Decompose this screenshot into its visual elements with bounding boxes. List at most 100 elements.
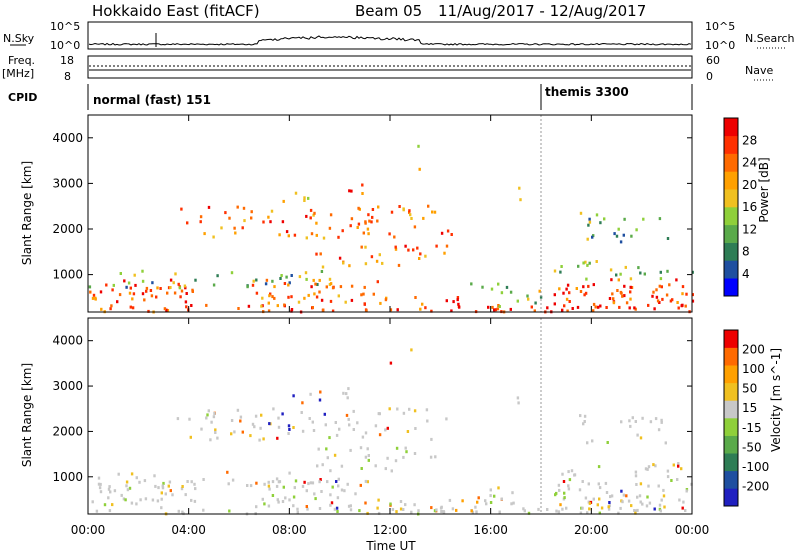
velocity-cell [605, 491, 609, 494]
power-cell [457, 302, 460, 306]
power-cell [357, 206, 360, 210]
x-tick-label: 08:00 [272, 523, 307, 537]
power-cell [685, 292, 688, 296]
power-cell [174, 272, 177, 276]
power-cell [145, 289, 148, 293]
velocity-cell [377, 498, 380, 502]
power-cell [283, 282, 287, 285]
power-cell [315, 233, 318, 237]
velocity-cell [555, 491, 558, 495]
velocity-cell [559, 503, 562, 507]
velocity-cell [342, 391, 345, 395]
velocity-cell [563, 496, 566, 500]
power-cell [546, 306, 549, 310]
power-cell [328, 277, 332, 281]
power-cell [273, 285, 276, 289]
velocity-cell [516, 396, 520, 400]
velocity-cell [489, 488, 492, 492]
velocity-cell [664, 441, 667, 445]
velocity-cell [641, 416, 644, 420]
power-cell [691, 299, 695, 303]
power-cell [247, 304, 251, 308]
velocity-colorbar-swatch [724, 400, 738, 419]
velocity-cell [681, 506, 684, 510]
power-cell [446, 229, 450, 233]
velocity-cell [646, 467, 649, 471]
velocity-cell [103, 503, 107, 507]
velocity-cell [366, 447, 369, 451]
velocity-cell [210, 420, 213, 424]
velocity-cell [214, 431, 217, 434]
power-cell [184, 300, 188, 304]
velocity-cell [634, 509, 637, 513]
power-colorbar-swatch [724, 135, 738, 154]
power-cell [629, 297, 632, 301]
nsky-tick-bottom: 10^0 [50, 39, 80, 52]
velocity-cell [646, 495, 649, 499]
velocity-cell [231, 478, 235, 482]
power-colorbar-tick: 4 [742, 267, 750, 281]
velocity-cell [193, 482, 196, 486]
velocity-cell [399, 500, 403, 503]
power-cell [623, 217, 626, 221]
velocity-cell [384, 467, 387, 471]
power-cell [619, 272, 622, 276]
power-cell [592, 302, 596, 306]
power-cell [224, 211, 227, 215]
power-colorbar-swatch [724, 207, 738, 226]
power-cell [303, 296, 306, 300]
power-cell [307, 196, 310, 200]
power-cell [398, 205, 401, 208]
power-cell [487, 305, 490, 309]
power-cell [356, 226, 359, 229]
x-tick-label: 16:00 [473, 523, 508, 537]
power-cell [309, 216, 312, 220]
power-cell [603, 217, 606, 221]
velocity-cell [348, 423, 351, 427]
power-cell [199, 220, 202, 224]
power-cell [212, 235, 215, 239]
velocity-cell [386, 456, 389, 460]
power-cell [315, 221, 318, 225]
power-cell [288, 281, 291, 285]
velocity-cell [356, 421, 359, 425]
power-cell [681, 285, 685, 289]
velocity-colorbar: 200 100 50 15 -15 -50 -100 -200 [723, 329, 769, 507]
power-cell [418, 167, 421, 171]
power-cell [270, 209, 274, 213]
power-cell [668, 283, 671, 287]
power-cell [105, 283, 108, 287]
power-cell [246, 285, 249, 289]
power-cell [342, 261, 345, 265]
power-cell [691, 293, 694, 297]
power-cell [127, 281, 131, 285]
velocity-cell [606, 441, 609, 444]
velocity-cell [349, 508, 353, 512]
power-cell [408, 210, 411, 214]
cpid-label: CPID [8, 91, 37, 104]
velocity-ytick-label: 2000 [52, 424, 83, 438]
velocity-cell [598, 497, 601, 501]
power-cell [261, 296, 264, 300]
velocity-cell [596, 503, 599, 507]
power-cell [625, 301, 629, 305]
velocity-cell [567, 484, 570, 488]
velocity-cell [333, 453, 337, 457]
velocity-cell [288, 498, 291, 502]
power-cell [370, 220, 373, 224]
velocity-cell [685, 489, 688, 493]
power-cell [498, 305, 501, 308]
power-cell [579, 290, 583, 293]
velocity-cell [347, 417, 350, 421]
velocity-cell [161, 486, 165, 490]
power-cell [190, 304, 193, 307]
power-cell [283, 303, 286, 307]
power-cell [132, 292, 136, 296]
power-colorbar-swatch [724, 189, 738, 208]
freq-panel: Freq. [MHz] 18 8 60 0 Nave [2, 54, 774, 83]
velocity-cell [293, 486, 296, 490]
velocity-cell [660, 420, 663, 424]
power-cell [655, 295, 659, 299]
power-cell [417, 144, 420, 148]
velocity-cell [562, 480, 566, 483]
